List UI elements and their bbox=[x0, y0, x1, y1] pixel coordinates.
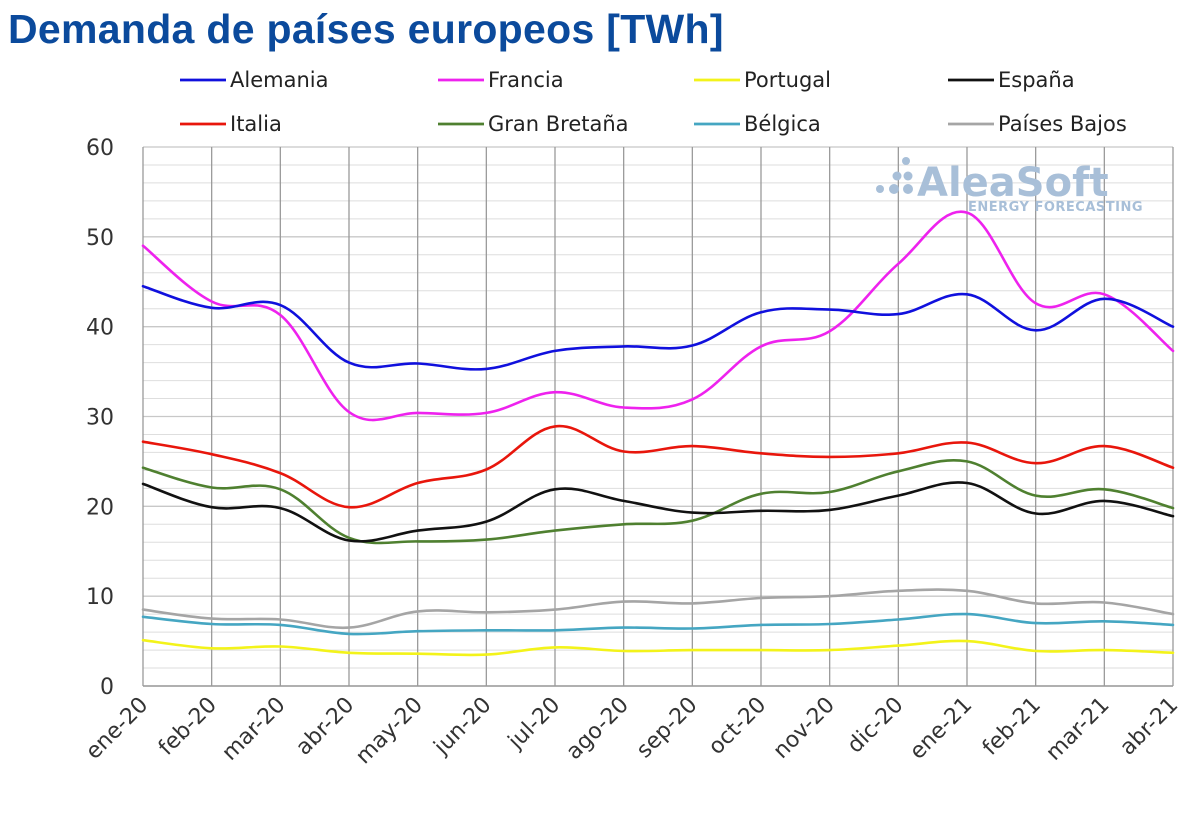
x-tick-label: feb-21 bbox=[978, 693, 1046, 761]
y-tick-label: 30 bbox=[86, 406, 114, 431]
series-line-gran-bretana bbox=[141, 458, 1175, 545]
series-line-portugal bbox=[141, 638, 1175, 657]
watermark-logo: AleaSoft ENERGY FORECASTING bbox=[876, 157, 1143, 215]
chart-title: Demanda de países europeos [TWh] bbox=[8, 6, 724, 52]
series-line-paises-bajos bbox=[141, 588, 1175, 630]
legend-label-gran-bretana: Gran Bretaña bbox=[488, 112, 629, 136]
x-tick-label: nov-20 bbox=[769, 693, 840, 764]
y-tick-label: 40 bbox=[86, 316, 114, 341]
y-tick-label: 60 bbox=[86, 136, 114, 161]
x-tick-label: jun-20 bbox=[429, 693, 497, 761]
x-tick-label: ene-21 bbox=[905, 693, 977, 765]
y-tick-label: 20 bbox=[86, 495, 114, 520]
x-tick-label: may-20 bbox=[351, 693, 428, 770]
watermark-name: AleaSoft bbox=[917, 160, 1109, 206]
y-axis-ticks: 0 10 20 30 40 50 60 bbox=[86, 136, 114, 700]
legend-label-francia: Francia bbox=[488, 68, 564, 92]
x-tick-label: abr-20 bbox=[291, 693, 359, 761]
watermark-tagline: ENERGY FORECASTING bbox=[968, 200, 1143, 215]
x-tick-label: jul-20 bbox=[503, 693, 565, 755]
series-line-espana bbox=[141, 481, 1175, 543]
legend-label-portugal: Portugal bbox=[744, 68, 831, 92]
x-tick-label: sep-20 bbox=[632, 693, 703, 764]
legend-label-paises-bajos: Países Bajos bbox=[998, 112, 1127, 136]
series-line-alemania bbox=[141, 284, 1175, 371]
x-tick-label: feb-20 bbox=[154, 693, 222, 761]
y-tick-label: 50 bbox=[86, 226, 114, 251]
y-tick-label: 0 bbox=[100, 675, 114, 700]
series-lines bbox=[141, 210, 1175, 657]
x-tick-label: abr-21 bbox=[1115, 693, 1183, 761]
aleasoft-dots-icon bbox=[876, 157, 913, 194]
legend: Alemania Francia Portugal España Italia Gran … bbox=[180, 68, 1127, 136]
legend-label-alemania: Alemania bbox=[230, 68, 328, 92]
series-line-belgica bbox=[141, 612, 1175, 636]
plot-grid bbox=[142, 146, 1174, 687]
x-tick-label: mar-20 bbox=[217, 693, 290, 766]
y-tick-label: 10 bbox=[86, 585, 114, 610]
legend-label-italia: Italia bbox=[230, 112, 282, 136]
x-tick-label: oct-20 bbox=[704, 693, 771, 760]
legend-label-espana: España bbox=[998, 68, 1075, 92]
x-tick-label: dic-20 bbox=[843, 693, 909, 759]
series-line-italia bbox=[141, 424, 1175, 509]
legend-label-belgica: Bélgica bbox=[744, 112, 821, 136]
x-tick-label: mar-21 bbox=[1041, 693, 1114, 766]
x-tick-label: ene-20 bbox=[81, 693, 153, 765]
series-line-francia bbox=[141, 210, 1175, 422]
x-tick-label: ago-20 bbox=[562, 693, 634, 765]
